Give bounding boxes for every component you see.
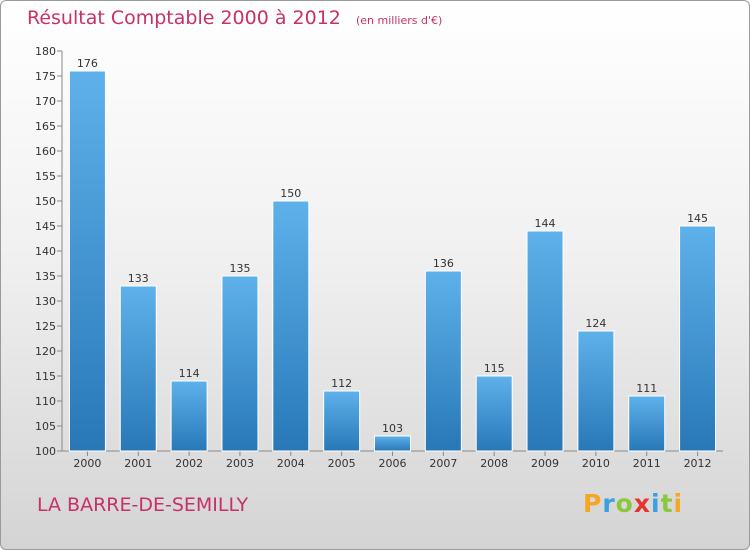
bar-2001 [119, 285, 157, 452]
x-tick-label-2000: 2000 [73, 457, 101, 470]
y-tick-label: 110 [35, 395, 56, 408]
y-tick-label: 130 [35, 295, 56, 308]
y-tick-label: 145 [35, 220, 56, 233]
x-tick-label-2012: 2012 [684, 457, 712, 470]
y-tick-label: 150 [35, 195, 56, 208]
title-row: Résultat Comptable 2000 à 2012 (en milli… [27, 7, 442, 29]
y-tick-label: 135 [35, 270, 56, 283]
logo-letter: o [615, 489, 634, 518]
data-label-2000: 176 [77, 57, 98, 70]
x-tick-label-2008: 2008 [480, 457, 508, 470]
x-tick-label-2002: 2002 [175, 457, 203, 470]
y-tick-label: 175 [35, 70, 56, 83]
y-tick-label: 125 [35, 320, 56, 333]
logo-letter: i [651, 489, 661, 518]
y-tick-label: 160 [35, 145, 56, 158]
x-tick-label-2006: 2006 [379, 457, 407, 470]
x-tick-label-2009: 2009 [531, 457, 559, 470]
bar-2000 [68, 70, 106, 452]
x-tick-label-2003: 2003 [226, 457, 254, 470]
logo-letter: i [673, 489, 684, 518]
data-label-2001: 133 [128, 272, 149, 285]
bar-2009 [526, 230, 564, 452]
x-tick-label-2011: 2011 [633, 457, 661, 470]
bar-2003 [221, 275, 259, 452]
x-tick-label-2005: 2005 [328, 457, 356, 470]
data-label-2011: 111 [636, 382, 657, 395]
data-label-2005: 112 [331, 377, 352, 390]
y-tick-label: 120 [35, 345, 56, 358]
data-label-2002: 114 [179, 367, 200, 380]
data-label-2006: 103 [382, 422, 403, 435]
data-label-2008: 115 [484, 362, 505, 375]
bar-2004 [272, 200, 310, 452]
y-tick-label: 180 [35, 45, 56, 58]
bar-2010 [577, 330, 615, 452]
logo-letter: P [583, 489, 603, 518]
bar-2006 [374, 435, 411, 452]
y-tick-label: 155 [35, 170, 56, 183]
bar-2007 [424, 270, 462, 452]
x-tick-label-2001: 2001 [124, 457, 152, 470]
data-label-2010: 124 [585, 317, 606, 330]
bar-2002 [170, 380, 208, 452]
bars: 176 133 114 135 150 112 103 136 115 144 124 111 145 [68, 57, 717, 452]
data-label-2012: 145 [687, 212, 708, 225]
chart-subtitle: (en milliers d'€) [355, 14, 443, 27]
y-tick-label: 100 [35, 445, 56, 458]
bar-2011 [628, 395, 666, 452]
y-tick-label: 170 [35, 95, 56, 108]
x-tick-label-2004: 2004 [277, 457, 305, 470]
bar-2008 [475, 375, 513, 452]
logo-letter: t [660, 489, 674, 518]
chart-title: Résultat Comptable 2000 à 2012 [27, 7, 341, 29]
data-label-2003: 135 [229, 262, 250, 275]
y-tick-label: 105 [35, 420, 56, 433]
data-label-2007: 136 [433, 257, 454, 270]
proxiti-logo[interactable]: Proxiti [583, 489, 683, 518]
bar-2005 [323, 390, 361, 452]
data-label-2004: 150 [280, 187, 301, 200]
data-label-2009: 144 [535, 217, 556, 230]
logo-letter: x [633, 489, 651, 518]
x-tick-label-2010: 2010 [582, 457, 610, 470]
location-name: LA BARRE-DE-SEMILLY [37, 494, 249, 516]
bar-2012 [679, 225, 717, 452]
x-tick-label-2007: 2007 [429, 457, 457, 470]
y-tick-label: 115 [35, 370, 56, 383]
y-tick-label: 165 [35, 120, 56, 133]
logo-letter: r [602, 489, 616, 518]
y-tick-label: 140 [35, 245, 56, 258]
